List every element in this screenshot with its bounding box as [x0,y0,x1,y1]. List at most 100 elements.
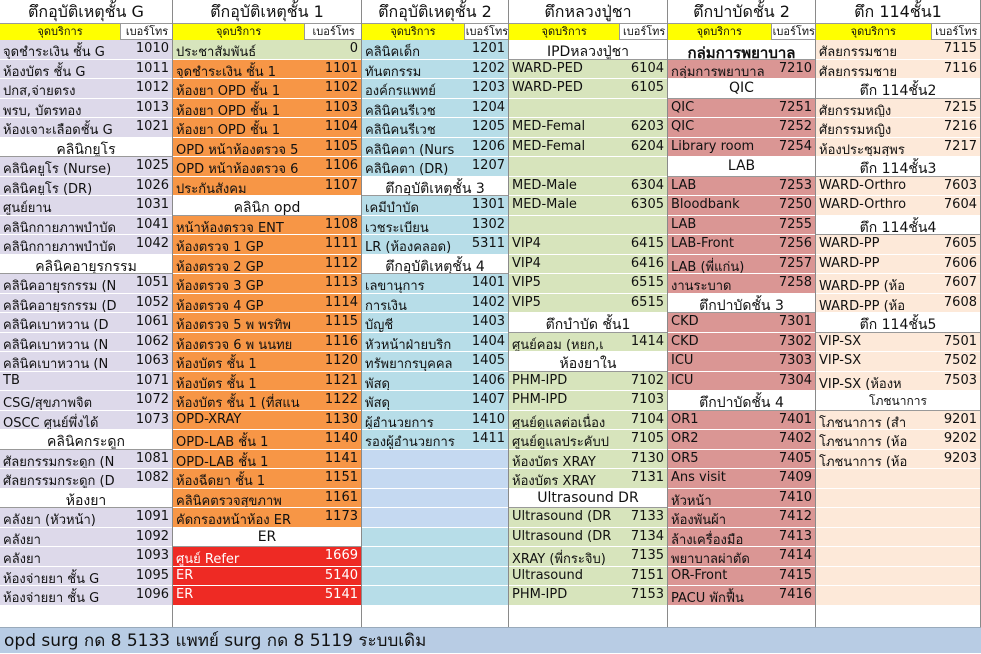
section-header[interactable]: QIC [668,79,816,99]
directory-row[interactable]: XRAY (พี่กระจิบ)7135 [509,547,668,567]
directory-row[interactable] [816,586,981,606]
directory-row[interactable]: LR (ห้องคลอด)5311 [362,235,509,255]
directory-row[interactable] [362,489,509,509]
section-header[interactable]: กลุ่มการพยาบาล [668,40,816,60]
directory-row[interactable] [362,469,509,489]
section-header[interactable]: ตึกปาบัดชั้น 3 [668,294,816,314]
directory-row[interactable] [816,489,981,509]
section-header[interactable]: ห้องยาใน [509,352,668,372]
section-header[interactable]: โภชนาการ [816,391,981,411]
directory-row[interactable] [362,450,509,470]
directory-row[interactable] [816,567,981,587]
section-header[interactable]: ตึก 114ชั้น2 [816,79,981,99]
directory-row[interactable] [509,99,668,119]
section-header[interactable]: ER [173,528,362,548]
section-header[interactable]: IPDหลวงปู่ชา [509,40,668,60]
section-header[interactable]: ตึกปาบัดชั้น 4 [668,391,816,411]
directory-row[interactable] [362,586,509,606]
section-header[interactable]: คลินิคกระดูก [0,430,173,450]
directory-row[interactable]: พัสดุ1407 [362,391,509,411]
section-header[interactable]: Ultrasound DR [509,489,668,509]
section-header[interactable]: ตึกอุบัติเหตุชั้น 3 [362,177,509,197]
directory-row[interactable]: องค์กรแพทย์1203 [362,79,509,99]
directory-row[interactable]: LAB (พี่แก่น)7257 [668,255,816,275]
directory-row[interactable] [362,508,509,528]
directory-row[interactable] [362,528,509,548]
directory-row[interactable] [509,216,668,236]
section-header[interactable]: คลินิกยูโร [0,138,173,158]
directory-row[interactable] [362,547,509,567]
directory-row[interactable] [816,528,981,548]
directory-row[interactable]: ประชาสัมพันธ์0 [173,40,362,60]
section-header[interactable]: ห้องยา [0,489,173,509]
section-header[interactable]: คลินิคอายุรกรรม [0,255,173,275]
directory-row[interactable]: บัญชี1403 [362,313,509,333]
